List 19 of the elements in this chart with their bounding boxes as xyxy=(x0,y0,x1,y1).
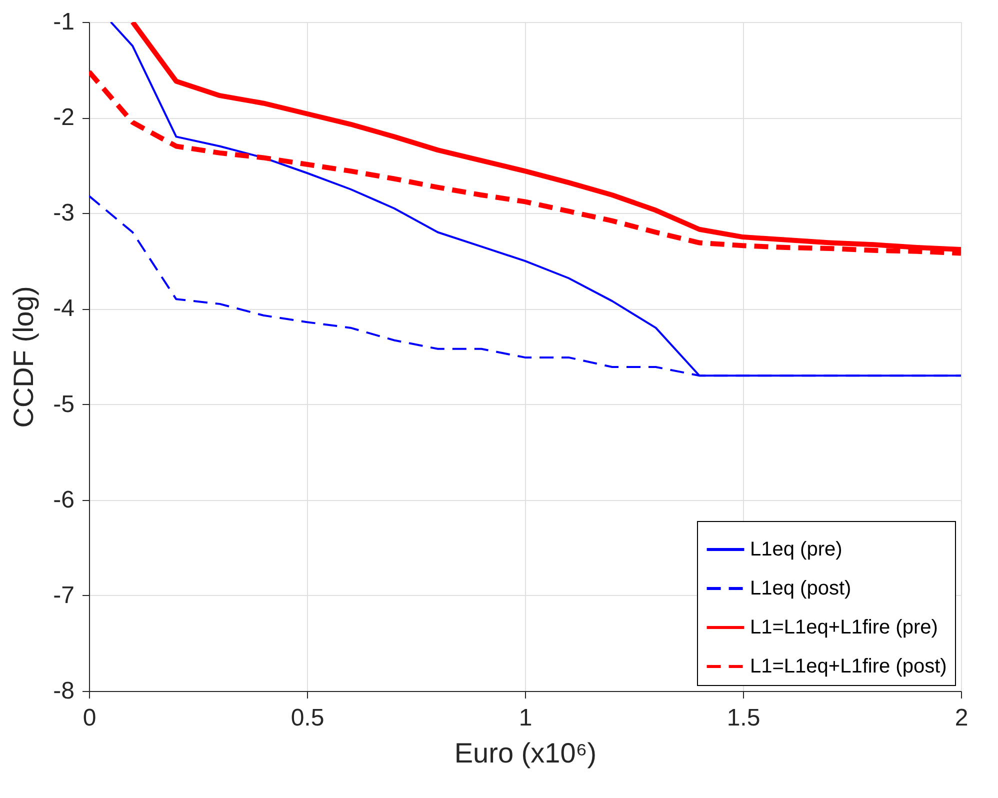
legend-label: L1eq (post) xyxy=(750,578,852,600)
x-tick-label: 0.5 xyxy=(290,704,324,732)
y-tick-label: -6 xyxy=(53,486,74,514)
x-tick-label: 1 xyxy=(518,704,532,732)
y-tick-label: -8 xyxy=(53,678,74,704)
y-tick-label: -4 xyxy=(53,295,74,322)
y-tick-label: -3 xyxy=(53,200,74,227)
legend-label: L1=L1eq+L1fire (pre) xyxy=(750,616,938,638)
legend-label: L1=L1eq+L1fire (post) xyxy=(750,656,947,678)
x-axis-title: Euro (x10⁶) xyxy=(454,738,597,768)
x-tick-label: 1.5 xyxy=(726,704,760,732)
legend-label: L1eq (pre) xyxy=(750,538,842,560)
y-tick-label: -1 xyxy=(53,8,74,36)
y-tick-label: -2 xyxy=(53,104,74,132)
y-axis-title: CCDF (log) xyxy=(8,286,40,428)
y-tick-label: -5 xyxy=(53,390,74,418)
x-tick-label: 0 xyxy=(82,704,96,732)
y-tick-label: -7 xyxy=(53,582,74,609)
x-tick-label: 2 xyxy=(954,704,968,732)
